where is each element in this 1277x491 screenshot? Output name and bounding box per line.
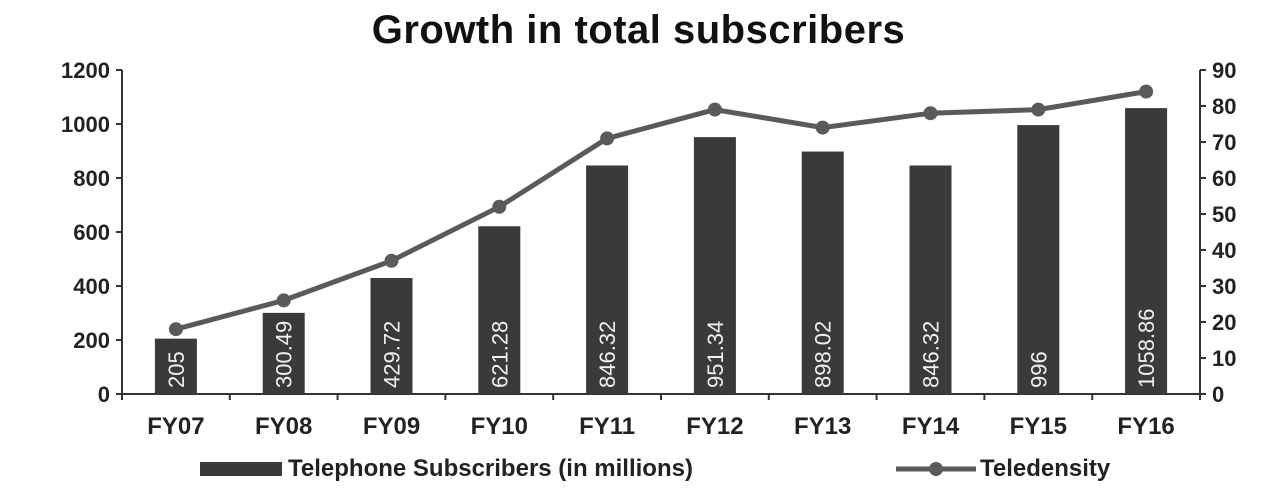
bar-data-label: 846.32 <box>919 321 944 388</box>
left-tick-label: 200 <box>73 328 110 353</box>
teledensity-line <box>168 84 1154 337</box>
bar-data-label: 300.49 <box>272 321 297 388</box>
bar-data-label: 1058.86 <box>1134 308 1159 388</box>
teledensity-point <box>384 253 399 268</box>
x-tick-label: FY09 <box>363 413 420 440</box>
x-tick-label: FY16 <box>1117 413 1174 440</box>
bar <box>909 165 952 394</box>
left-tick-label: 600 <box>73 220 110 245</box>
x-tick-label: FY11 <box>579 413 635 440</box>
bar <box>262 312 305 394</box>
right-tick-label: 60 <box>1212 166 1236 191</box>
teledensity-series-line <box>175 89 1147 332</box>
right-tick-label: 50 <box>1212 202 1236 227</box>
teledensity-point <box>923 106 938 121</box>
bar <box>1017 125 1060 394</box>
right-tick-label: 20 <box>1212 310 1236 335</box>
left-tick-label: 1000 <box>61 112 110 137</box>
axes: 0 200 400 600 800 1000 1200 0 10 20 30 40 50 60 70 80 90… <box>61 58 1236 440</box>
bar <box>693 137 736 395</box>
right-tick-label: 90 <box>1212 58 1236 83</box>
bar-data-label: 898.02 <box>811 321 836 388</box>
bar-data-label: 996 <box>1026 351 1051 388</box>
bar <box>586 165 629 394</box>
right-tick-label: 30 <box>1212 274 1236 299</box>
legend-line-label: Teledensity <box>980 455 1111 482</box>
bar-data-label: 621.28 <box>487 321 512 388</box>
x-tick-label: FY12 <box>686 413 743 440</box>
teledensity-point <box>276 293 291 308</box>
left-tick-label: 1200 <box>61 58 110 83</box>
teledensity-point <box>707 102 722 117</box>
legend: Telephone Subscribers (in millions) Teled… <box>200 455 1111 482</box>
x-tick-label: FY07 <box>147 413 204 440</box>
x-tick-label: FY08 <box>255 413 312 440</box>
right-tick-label: 40 <box>1212 238 1236 263</box>
x-tick-label: FY14 <box>902 413 960 440</box>
bar <box>370 277 413 394</box>
x-tick-label: FY10 <box>471 413 528 440</box>
right-tick-label: 70 <box>1212 130 1236 155</box>
right-tick-label: 10 <box>1212 346 1236 371</box>
teledensity-point <box>815 120 830 135</box>
bar <box>1125 108 1168 395</box>
left-tick-label: 0 <box>98 382 110 407</box>
bar <box>801 151 844 394</box>
right-tick-label: 0 <box>1212 382 1224 407</box>
teledensity-point <box>600 131 615 146</box>
bar-data-label: 846.32 <box>595 321 620 388</box>
bar-data-label: 951.34 <box>703 321 728 388</box>
teledensity-point <box>1031 102 1046 117</box>
x-tick-label: FY13 <box>794 413 851 440</box>
x-tick-label: FY15 <box>1010 413 1067 440</box>
legend-bar-swatch <box>200 462 282 476</box>
bars: 205 300.49 429.72 621.28 846.32 951.34 898.02 8… <box>154 108 1168 395</box>
bar-data-label: 429.72 <box>380 321 405 388</box>
bar <box>154 338 197 394</box>
left-tick-label: 400 <box>73 274 110 299</box>
teledensity-point <box>168 322 183 337</box>
bar <box>478 226 521 394</box>
chart-title: Growth in total subscribers <box>371 8 906 52</box>
right-tick-label: 80 <box>1212 94 1236 119</box>
legend-bar-label: Telephone Subscribers (in millions) <box>288 455 693 482</box>
teledensity-point <box>1139 84 1154 99</box>
teledensity-point <box>492 199 507 214</box>
bar-data-label: 205 <box>164 351 189 388</box>
legend-line-marker <box>929 462 943 476</box>
left-tick-label: 800 <box>73 166 110 191</box>
